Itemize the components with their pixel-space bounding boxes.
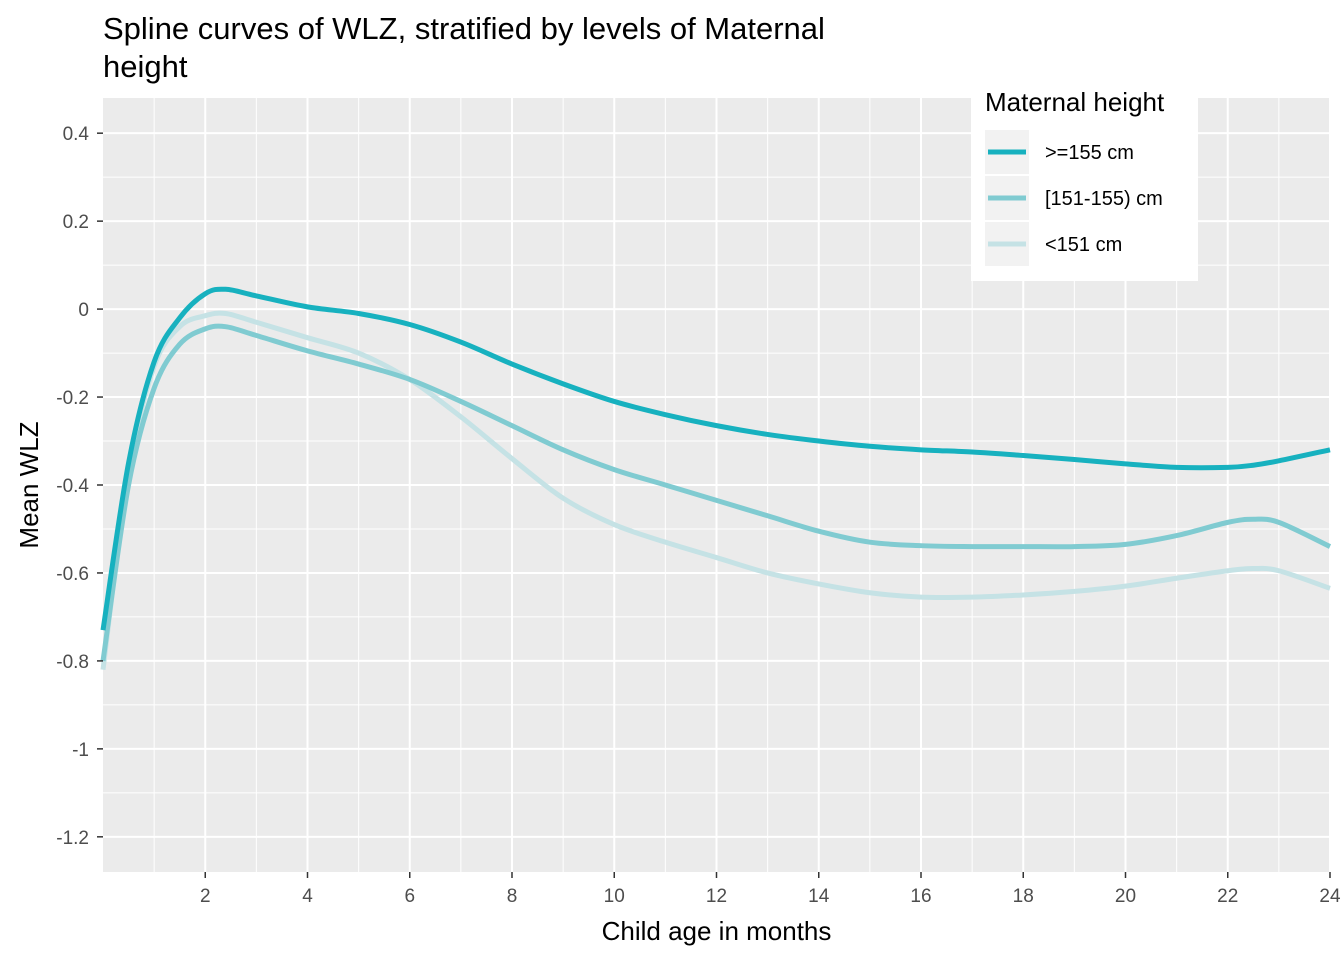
legend-items: >=155 cm [151-155) cm <151 cm xyxy=(985,130,1163,266)
x-axis-title: Child age in months xyxy=(602,916,832,946)
chart-title: Spline curves of WLZ, stratified by leve… xyxy=(103,11,825,84)
y-tick-label: -0.2 xyxy=(56,388,89,409)
major-gridlines xyxy=(103,98,1331,872)
y-tick-label: -0.4 xyxy=(56,476,89,497)
axis-ticks xyxy=(97,132,1331,878)
series-layer xyxy=(100,286,1332,671)
y-tick-label: 0 xyxy=(78,300,89,321)
x-tick-label: 2 xyxy=(200,886,211,907)
y-tick-label: 0.2 xyxy=(63,212,89,233)
axis-tick-labels: 2 4 6 8 10 12 14 16 18 20 22 240.40.20-0.2-0.4-0.6-… xyxy=(56,124,1341,907)
x-tick-label: 20 xyxy=(1115,886,1136,907)
x-tick-label: 10 xyxy=(604,886,625,907)
x-tick-label: 16 xyxy=(910,886,931,907)
x-tick-label: 8 xyxy=(507,886,518,907)
series-line xyxy=(100,286,1331,631)
x-tick-label: 24 xyxy=(1319,886,1341,907)
legend-title: Maternal height xyxy=(985,87,1165,117)
y-axis-title: Mean WLZ xyxy=(14,421,44,548)
legend-label: >=155 cm xyxy=(1045,142,1134,164)
y-tick-label: -1.2 xyxy=(56,828,89,849)
x-tick-label: 18 xyxy=(1013,886,1034,907)
series-line xyxy=(100,310,1331,671)
x-tick-label: 12 xyxy=(706,886,727,907)
series-line xyxy=(100,323,1332,662)
x-tick-label: 22 xyxy=(1217,886,1238,907)
y-tick-label: -0.6 xyxy=(56,564,89,585)
legend: Maternal height >=155 cm [151-155) cm <151… xyxy=(971,82,1198,281)
y-tick-label: -1 xyxy=(72,740,89,761)
y-tick-label: -0.8 xyxy=(56,652,89,673)
x-tick-label: 6 xyxy=(404,886,415,907)
x-tick-label: 4 xyxy=(302,886,313,907)
legend-label: <151 cm xyxy=(1045,234,1122,256)
y-tick-label: 0.4 xyxy=(63,124,90,145)
legend-label: [151-155) cm xyxy=(1045,188,1163,210)
x-tick-label: 14 xyxy=(808,886,830,907)
